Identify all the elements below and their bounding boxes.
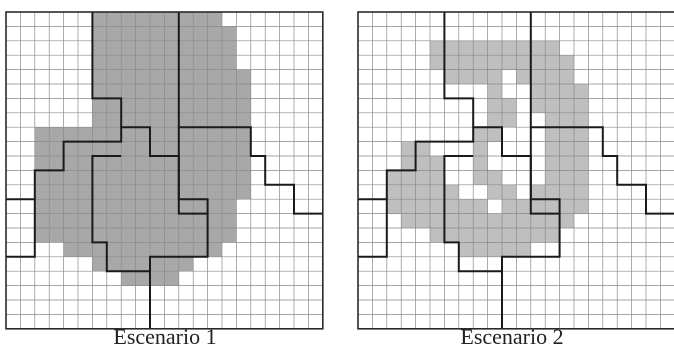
shaded-row	[386, 199, 488, 214]
scenario-1-panel	[5, 11, 324, 330]
shaded-row	[92, 12, 223, 27]
region-borders	[358, 12, 674, 329]
shaded-row	[34, 127, 251, 142]
shaded-row	[430, 228, 560, 243]
scenario-2-panel	[357, 11, 674, 330]
scenario-2-caption: Escenario 2	[460, 324, 563, 349]
shaded-row	[401, 156, 445, 171]
region-borders	[6, 12, 323, 329]
panel-frame	[357, 11, 674, 330]
shaded-row	[92, 84, 251, 99]
shaded-row	[545, 156, 589, 171]
shaded-row	[430, 40, 560, 56]
shaded-row	[386, 184, 459, 200]
shaded-row	[92, 69, 251, 84]
region-border	[529, 12, 560, 215]
shaded-row	[473, 156, 488, 171]
shaded-row	[34, 170, 251, 185]
shaded-row	[34, 156, 251, 171]
shaded-row	[92, 112, 251, 128]
shaded-row	[34, 141, 251, 156]
shaded-row	[92, 98, 251, 113]
panel-frame	[5, 11, 324, 330]
shaded-row	[545, 112, 589, 128]
shaded-row	[545, 170, 589, 185]
scenario-1-caption: Escenario 1	[113, 324, 216, 349]
shaded-row	[545, 127, 589, 142]
shaded-row	[487, 84, 502, 99]
region-border	[443, 12, 475, 128]
shaded-row	[458, 242, 531, 257]
shaded-row	[34, 184, 251, 200]
shaded-row	[92, 256, 194, 272]
shaded-row	[63, 242, 222, 257]
region-border	[91, 12, 123, 128]
region-border	[530, 126, 674, 215]
shaded-region	[34, 12, 251, 286]
region-border	[178, 126, 323, 215]
shaded-row	[473, 141, 488, 156]
shaded-row	[545, 141, 589, 156]
region-border	[177, 12, 208, 215]
